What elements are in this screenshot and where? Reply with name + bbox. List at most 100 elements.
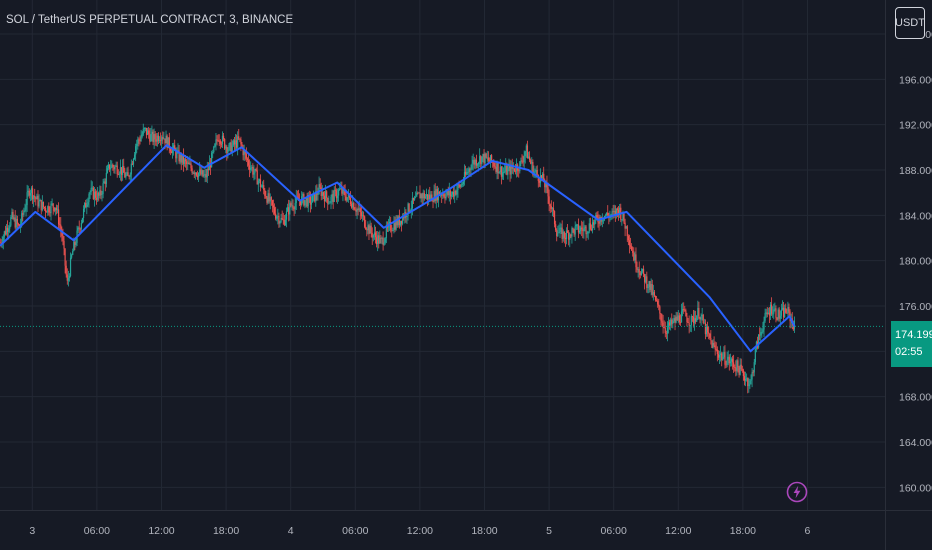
candle-body xyxy=(648,281,650,288)
candle-body xyxy=(635,254,637,268)
candle-body xyxy=(767,312,769,315)
candle-body xyxy=(241,144,243,148)
candle-body xyxy=(139,140,141,142)
candle-body xyxy=(512,168,514,170)
candle-body xyxy=(602,219,605,221)
candle-body xyxy=(433,191,435,202)
candle-body xyxy=(447,190,449,196)
candle-body xyxy=(746,378,748,380)
candle-body xyxy=(773,309,775,314)
candle-body xyxy=(613,210,615,213)
candle-body xyxy=(330,196,332,203)
candle-body xyxy=(370,225,372,233)
candle-body xyxy=(562,231,564,239)
candle-body xyxy=(396,219,398,226)
candle-body xyxy=(184,159,187,162)
candle-body xyxy=(582,229,584,232)
candle-body xyxy=(521,160,523,162)
candle-body xyxy=(131,163,134,165)
candle-body xyxy=(660,313,662,321)
y-tick-label: 184.000 xyxy=(899,210,932,222)
candle-body xyxy=(169,148,171,152)
candle-body xyxy=(278,215,280,224)
candle-body xyxy=(75,242,77,245)
candle-body xyxy=(518,170,520,172)
candle-body xyxy=(355,210,357,212)
candle-body xyxy=(100,190,102,195)
candle-body xyxy=(229,142,231,145)
candle-body xyxy=(43,207,46,209)
candle-body xyxy=(466,172,468,175)
candle-body xyxy=(679,322,682,323)
candle-body xyxy=(390,221,392,231)
candle-body xyxy=(673,318,675,322)
candle-body xyxy=(249,165,251,170)
candle-body xyxy=(357,209,359,210)
candle-body xyxy=(102,183,104,195)
y-tick-label: 196.000 xyxy=(899,74,932,86)
candle-body xyxy=(4,231,7,235)
candle-body xyxy=(55,207,58,211)
candle-body xyxy=(700,316,702,320)
candle-body xyxy=(487,157,489,161)
candle-body xyxy=(114,166,116,170)
candle-body xyxy=(580,227,582,231)
candle-body xyxy=(485,153,487,158)
candle-body xyxy=(672,321,674,324)
candle-body xyxy=(398,216,400,226)
candle-body xyxy=(573,229,575,235)
candle-body xyxy=(191,168,193,173)
candle-body xyxy=(621,219,623,221)
currency-button[interactable]: USDT xyxy=(895,7,925,39)
candle-body xyxy=(428,194,430,200)
candle-body xyxy=(714,345,716,350)
candle-body xyxy=(715,349,717,351)
candle-body xyxy=(178,150,180,162)
candle-body xyxy=(711,340,713,348)
candle-body xyxy=(187,162,189,165)
candle-body xyxy=(740,364,742,370)
candle-body xyxy=(682,308,684,312)
candle-body xyxy=(442,194,444,196)
candle-body xyxy=(228,144,230,151)
candle-body xyxy=(137,139,139,144)
candle-body xyxy=(230,142,232,153)
candle-body xyxy=(742,370,744,377)
candle-body xyxy=(306,198,308,207)
candle-body xyxy=(126,172,128,175)
candle-body xyxy=(87,201,89,205)
candle-body xyxy=(560,227,562,229)
candle-body xyxy=(27,190,29,193)
y-tick-label: 180.000 xyxy=(899,256,932,268)
candle-body xyxy=(611,211,613,215)
candle-body xyxy=(524,151,526,157)
lightning-icon[interactable] xyxy=(786,481,808,503)
candle-body xyxy=(588,223,590,232)
candle-body xyxy=(66,274,68,281)
candle-body xyxy=(399,220,402,226)
candle-body xyxy=(82,208,85,219)
candle-body xyxy=(80,222,82,229)
candle-body xyxy=(64,248,66,266)
candle-body xyxy=(354,209,356,211)
candle-body xyxy=(708,332,710,334)
candle-body xyxy=(192,172,194,174)
candle-body xyxy=(132,159,135,165)
candle-body xyxy=(62,236,64,241)
candle-body xyxy=(180,154,182,163)
candle-body xyxy=(426,194,429,200)
candle-body xyxy=(792,322,794,330)
x-tick-label: 5 xyxy=(546,525,552,537)
candle-body xyxy=(696,315,698,322)
candle-body xyxy=(469,168,471,170)
candle-body xyxy=(785,308,787,313)
candle-body xyxy=(349,197,352,205)
candle-body xyxy=(251,167,253,168)
candle-body xyxy=(591,222,594,231)
candle-body xyxy=(367,225,369,231)
candle-body xyxy=(718,354,721,358)
candle-body xyxy=(743,376,746,381)
candle-body xyxy=(585,226,587,235)
candle-body xyxy=(277,215,279,217)
